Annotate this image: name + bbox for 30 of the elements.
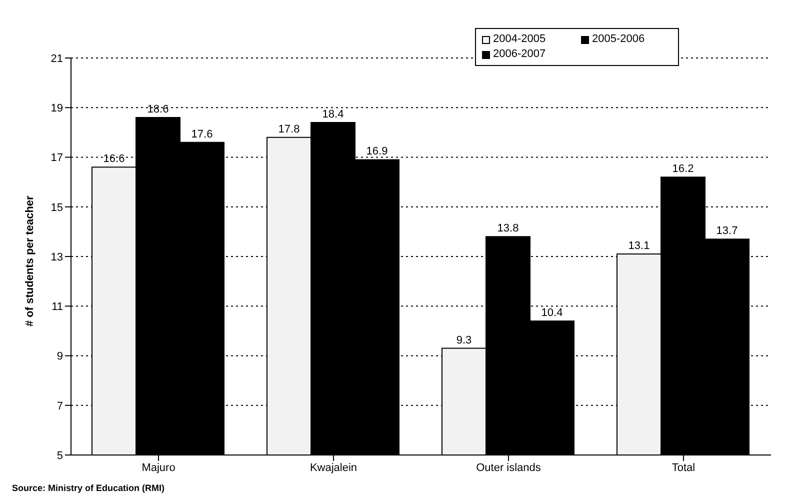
y-tick-label: 21 xyxy=(50,52,63,65)
x-tick-label: Outer islands xyxy=(476,462,542,474)
y-axis-title: # of students per teacher xyxy=(24,194,36,326)
y-tick-label: 11 xyxy=(52,301,63,314)
y-tick-label: 13 xyxy=(50,251,63,264)
legend-label: 2006-2007 xyxy=(493,47,546,62)
data-label: 13.8 xyxy=(497,222,519,235)
x-tick-label: Kwajalein xyxy=(310,462,358,474)
data-label: 10.4 xyxy=(541,307,563,320)
data-label: 18.4 xyxy=(322,108,344,121)
y-tick-label: 17 xyxy=(50,152,63,164)
y-tick-label: 5 xyxy=(56,450,63,462)
data-label: 9.3 xyxy=(456,334,472,346)
y-tick-label: 7 xyxy=(56,400,63,412)
y-tick-label: 19 xyxy=(50,102,63,115)
data-label: 17.6 xyxy=(191,128,213,140)
legend-label: 2004-2005 xyxy=(493,32,546,47)
data-label: 13.1 xyxy=(628,240,650,252)
data-label: 17.8 xyxy=(278,123,300,136)
data-label: 16.9 xyxy=(366,146,388,158)
legend-label: 2005-2006 xyxy=(592,32,645,47)
data-label: 18.6 xyxy=(147,104,169,116)
y-tick-label: 15 xyxy=(50,202,63,214)
y-tick-label: 9 xyxy=(56,350,63,363)
data-label: 16.6 xyxy=(103,153,125,166)
source-note: Source: Ministry of Education (RMI) xyxy=(12,483,166,493)
x-tick-label: Majuro xyxy=(142,462,176,474)
data-label: 13.7 xyxy=(716,225,738,238)
x-tick-label: Total xyxy=(672,462,696,474)
data-label: 16.2 xyxy=(672,163,694,176)
